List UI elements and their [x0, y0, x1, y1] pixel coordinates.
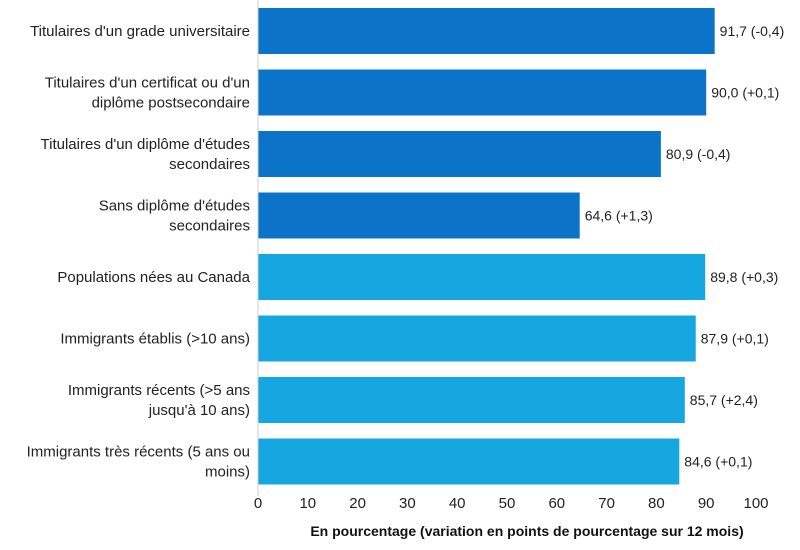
category-label: Populations nées au Canada: [57, 269, 250, 286]
category-label: Titulaires d'un diplôme d'études: [41, 136, 250, 153]
x-tick-label: 20: [349, 495, 366, 512]
bar: [258, 131, 661, 177]
category-label: secondaires: [169, 218, 250, 235]
x-tick-label: 70: [598, 495, 615, 512]
x-tick-label: 0: [254, 495, 262, 512]
category-label: Immigrants établis (>10 ans): [60, 331, 250, 348]
category-labels-group: Titulaires d'un grade universitaire Titul…: [27, 23, 251, 481]
bar: [258, 8, 715, 54]
x-tick-label: 40: [449, 495, 466, 512]
value-label: 64,6 (+1,3): [585, 208, 653, 224]
x-tick-label: 10: [299, 495, 316, 512]
category-label: Titulaires d'un certificat ou d'un: [45, 75, 250, 92]
value-label: 90,0 (+0,1): [711, 85, 779, 101]
category-label: jusqu'à 10 ans): [148, 402, 250, 419]
bar: [258, 377, 685, 423]
x-tick-label: 90: [698, 495, 715, 512]
category-label: Titulaires d'un grade universitaire: [30, 23, 250, 40]
category-label: secondaires: [169, 156, 250, 173]
value-labels-group: 91,7 (-0,4) 90,0 (+0,1) 80,9 (-0,4) 64,6 (+…: [585, 23, 785, 470]
value-label: 80,9 (-0,4): [666, 146, 731, 162]
category-label: moins): [205, 464, 250, 481]
x-tick-label: 100: [743, 495, 768, 512]
bar: [258, 438, 680, 485]
category-label: Immigrants très récents (5 ans ou: [27, 444, 250, 461]
category-label: diplôme postsecondaire: [92, 95, 250, 112]
category-label: Sans diplôme d'études: [99, 198, 250, 215]
category-label: Immigrants récents (>5 ans: [68, 382, 250, 399]
x-tick-labels-group: 0 10 20 30 40 50 60 70 80 90 100: [254, 495, 769, 512]
bar: [258, 315, 696, 362]
value-label: 89,8 (+0,3): [710, 269, 778, 285]
bars-group: [258, 8, 715, 485]
value-label: 91,7 (-0,4): [720, 23, 785, 39]
x-tick-label: 60: [548, 495, 565, 512]
bar: [258, 254, 706, 300]
x-tick-label: 80: [648, 495, 665, 512]
value-label: 84,6 (+0,1): [684, 454, 752, 470]
x-tick-label: 50: [499, 495, 516, 512]
value-label: 87,9 (+0,1): [701, 331, 769, 347]
bar: [258, 69, 707, 116]
bar: [258, 192, 580, 239]
x-axis-title: En pourcentage (variation en points de p…: [310, 523, 743, 539]
value-label: 85,7 (+2,4): [690, 392, 758, 408]
x-tick-label: 30: [399, 495, 416, 512]
